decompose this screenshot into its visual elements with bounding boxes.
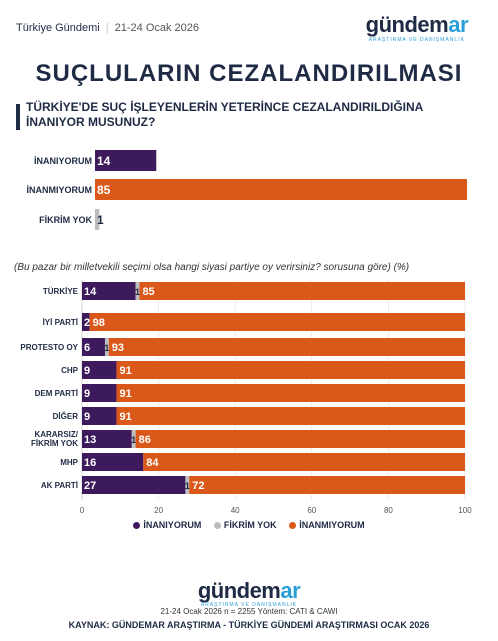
bar-segment <box>108 338 465 356</box>
category-label: PROTESTO OY <box>20 343 78 352</box>
legend-item: FİKRİM YOK <box>213 520 277 530</box>
header-left: Türkiye Gündemi | 21-24 Ocak 2026 <box>16 22 200 34</box>
bar-segment <box>82 361 117 379</box>
tick-label: 80 <box>384 506 393 515</box>
data-label: 91 <box>119 411 131 423</box>
chart-note: (Bu pazar bir milletvekili seçimi olsa h… <box>14 262 410 273</box>
data-label: 27 <box>84 480 96 492</box>
category-label: MHP <box>60 458 78 467</box>
bar-segment <box>143 453 465 471</box>
category-label: AK PARTİ <box>41 481 78 490</box>
data-label: 13 <box>84 434 96 446</box>
footer-logo-sub: ARAŞTIRMA VE DANIŞMANLIK <box>200 602 298 608</box>
data-label: 85 <box>97 183 111 197</box>
data-label: 6 <box>84 342 90 354</box>
data-label: 1 <box>135 287 140 297</box>
category-label: İYİ PARTİ <box>43 318 78 327</box>
data-label: 1 <box>97 213 104 227</box>
bar-segment <box>135 282 140 300</box>
bar-segment <box>82 430 132 448</box>
bar <box>95 179 467 200</box>
legend-item: İNANIYORUM <box>133 520 201 530</box>
category-label: DİĞER <box>53 412 79 421</box>
data-label: 14 <box>97 154 111 168</box>
footer-logo-main: gündem <box>197 578 281 603</box>
data-label: 86 <box>139 434 151 446</box>
data-label: 85 <box>142 286 154 298</box>
legend-dot <box>213 522 221 529</box>
header-date: 21-24 Ocak 2026 <box>114 22 200 34</box>
legend: İNANIYORUM FİKRİM YOK İNANMIYORUM <box>0 520 498 530</box>
question-text: TÜRKİYE'DE SUÇ İŞLEYENLERİN YETERİNCE CE… <box>26 100 423 129</box>
data-label: 9 <box>84 365 90 377</box>
legend-item: İNANMIYORUM <box>289 520 365 530</box>
footer-logo: gündemar ARAŞTIRMA VE DANIŞMANLIK <box>0 578 498 609</box>
gundemar-logo: gündemar ARAŞTIRMA VE DANIŞMANLIK <box>365 12 469 44</box>
bar-segment <box>116 361 465 379</box>
bar <box>95 150 157 171</box>
brand-name: Türkiye Gündemi <box>16 22 100 34</box>
data-label: 72 <box>192 480 204 492</box>
legend-label: İNANIYORUM <box>143 520 202 530</box>
data-label: 84 <box>146 457 159 469</box>
survey-meta: 21-24 Ocak 2026 n = 2255 Yöntem: CATI & … <box>160 607 338 616</box>
data-label: 93 <box>112 342 124 354</box>
legend-label: İNANMIYORUM <box>299 520 365 530</box>
tick-label: 20 <box>154 506 163 515</box>
bar-segment <box>116 407 465 425</box>
data-label: 9 <box>84 411 90 423</box>
logo-accent: ar <box>448 12 468 37</box>
header: Türkiye Gündemi | 21-24 Ocak 2026 gündemar… <box>0 0 498 58</box>
bar-segment <box>189 476 466 494</box>
bar-segment <box>131 430 136 448</box>
data-label: 16 <box>84 457 96 469</box>
footer-logo-accent: ar <box>280 578 301 603</box>
bar <box>95 209 100 230</box>
bar-segment <box>135 430 465 448</box>
bar-segment <box>89 313 465 331</box>
data-label: 98 <box>93 317 105 329</box>
tick-label: 100 <box>458 506 472 515</box>
bar-segment <box>82 313 90 331</box>
logo-main: gündem <box>365 12 449 37</box>
legend-label: FİKRİM YOK <box>223 520 277 530</box>
category-label: İNANIYORUM <box>34 156 92 166</box>
category-label: KARARSIZ/ <box>34 430 78 439</box>
category-label: İNANMIYORUM <box>27 185 93 195</box>
data-label: 9 <box>84 388 90 400</box>
bar-segment <box>82 338 105 356</box>
data-label: 1 <box>131 435 136 445</box>
bar-segment <box>116 384 465 402</box>
category-label: CHP <box>61 366 79 375</box>
bar-segment <box>82 453 144 471</box>
overall-bar-chart: İNANIYORUM 14 İNANMIYORUM 85 FİKRİM YOK 1 <box>27 150 467 230</box>
bar-segment <box>185 476 190 494</box>
category-label: DEM PARTİ <box>35 389 78 398</box>
bar-segment <box>82 476 186 494</box>
data-label: 91 <box>119 388 131 400</box>
category-label: FİKRİM YOK <box>31 439 78 448</box>
bar-segment <box>139 282 465 300</box>
data-label: 1 <box>185 481 190 491</box>
tick-label: 60 <box>307 506 316 515</box>
data-label: 2 <box>84 317 90 329</box>
source-line: KAYNAK: GÜNDEMAR ARAŞTIRMA - TÜRKİYE GÜN… <box>68 620 430 630</box>
tick-label: 0 <box>80 506 85 515</box>
legend-dot <box>289 522 297 529</box>
data-label: 14 <box>84 286 97 298</box>
tick-label: 40 <box>231 506 240 515</box>
data-label: 1 <box>104 343 109 353</box>
data-label: 91 <box>119 365 131 377</box>
category-label: FİKRİM YOK <box>39 215 92 225</box>
bar-segment <box>82 384 117 402</box>
bar-segment <box>82 282 136 300</box>
bar-segment <box>82 407 117 425</box>
legend-dot <box>133 522 141 529</box>
bar-segment <box>104 338 109 356</box>
question-accent-bar <box>16 104 20 130</box>
category-label: TÜRKİYE <box>43 287 79 296</box>
page-title: SUÇLULARIN CEZALANDIRILMASI <box>35 60 463 87</box>
logo-sub: ARAŞTIRMA VE DANIŞMANLIK <box>368 37 465 43</box>
